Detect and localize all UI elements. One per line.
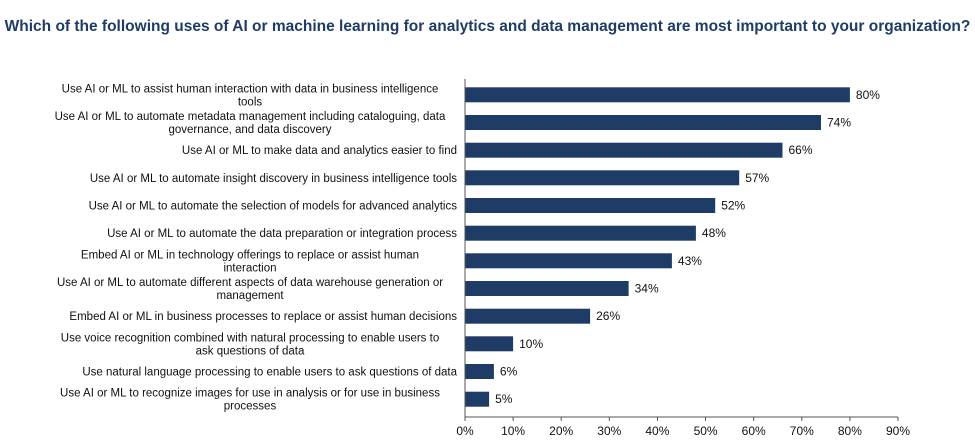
bar [465,391,490,407]
value-label: 43% [678,254,702,268]
value-label: 66% [789,143,813,157]
bar [465,253,672,269]
x-tick-label: 60% [742,424,766,438]
value-label: 34% [635,282,659,296]
bar [465,115,821,130]
value-label: 10% [519,337,543,351]
bar [465,364,494,379]
bar [465,142,783,158]
x-tick-label: 30% [597,424,621,438]
value-label: 6% [500,365,518,379]
bar [465,225,696,241]
bar [465,87,850,103]
category-label: Use AI or ML to recognize images for use… [60,388,440,413]
category-label: Use AI or ML to automate the data prepar… [107,228,457,240]
bar [465,170,740,186]
value-labels: 80% 74% 66% 57%52% 48%43% 34% 26% 10%6% 5% [495,88,880,406]
category-label: Use natural language processing to enabl… [82,367,457,379]
value-label: 80% [856,88,880,102]
category-labels: Use AI or ML to assist human interaction… [55,83,458,412]
chart-title: Which of the following uses of AI or mac… [4,18,971,35]
value-label: 74% [827,116,851,130]
value-label: 57% [745,171,769,185]
category-label: Use AI or ML to make data and analytics … [182,145,457,157]
bar [465,308,591,324]
category-label: Use AI or ML to automate the selection o… [89,201,458,213]
x-tick-label: 0% [456,424,474,438]
x-tick-label: 90% [886,424,910,438]
bar [465,198,716,213]
category-label: Use voice recognition combined with natu… [61,332,439,357]
value-label: 52% [721,199,745,213]
x-tick-label: 50% [694,424,718,438]
category-label: Use AI or ML to automate insight discove… [90,173,457,185]
x-tick-label: 20% [549,424,573,438]
x-tick-label: 80% [838,424,862,438]
category-label: Use AI or ML to automate different aspec… [57,277,443,302]
x-tick-label: 40% [645,424,669,438]
bar [465,281,629,296]
category-label: Use AI or ML to assist human interaction… [62,83,439,108]
x-tick-label: 70% [790,424,814,438]
category-label: Embed AI or ML in technology offerings t… [81,249,419,274]
x-axis: 0% 10% 20% 30% 40% 50% 60% 70% 80% 90% [456,79,910,438]
bar [465,336,514,352]
x-tick-label: 10% [501,424,525,438]
value-label: 5% [495,392,513,406]
category-label: Embed AI or ML in business processes to … [69,311,457,323]
value-label: 48% [702,226,726,240]
value-label: 26% [596,309,620,323]
bars-layer [465,87,850,407]
category-label: Use AI or ML to automate metadata manage… [55,111,446,136]
